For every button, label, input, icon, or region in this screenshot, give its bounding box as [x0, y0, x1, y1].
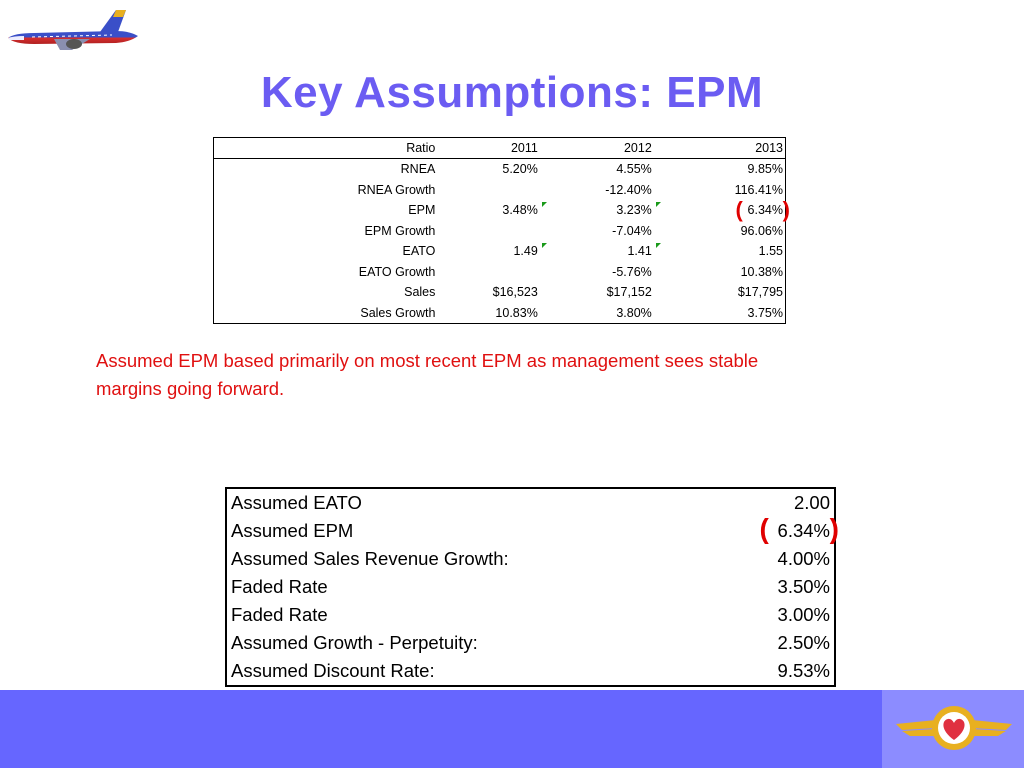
cell-2012: 4.55%: [616, 162, 652, 177]
cell-value: 1.49: [513, 244, 538, 259]
cell-2012: -7.04%: [612, 223, 652, 238]
cell-2011: 10.83%: [495, 305, 538, 320]
table-row: Sales $16,523 $17,152 $17,795: [214, 282, 786, 303]
table-row: EATO 1.49 1.41 1.55: [214, 241, 786, 262]
row-label: EATO Growth: [358, 264, 436, 279]
cell-2013: 3.75%: [747, 305, 783, 320]
row-label: RNEA: [400, 162, 436, 177]
row-label: RNEA Growth: [357, 182, 436, 197]
cell-2012: -5.76%: [612, 264, 652, 279]
row-label: Sales Growth: [360, 305, 436, 320]
row-label: EATO: [402, 244, 436, 259]
table-row: Assumed EATO 2.00: [226, 488, 835, 517]
row-label: EPM: [408, 203, 436, 218]
header-ratio: Ratio: [213, 137, 438, 159]
assumption-label: Assumed Discount Rate:: [231, 660, 435, 681]
row-label: EPM Growth: [364, 223, 436, 238]
cell-2012: 3.23%: [540, 200, 661, 221]
cell-value: 1.41: [627, 244, 652, 259]
assumption-value: 9.53%: [777, 660, 830, 681]
cell-2012: $17,152: [606, 285, 652, 300]
table-row: Faded Rate 3.00%: [226, 601, 835, 629]
cell-2011: 3.48%: [437, 200, 547, 221]
left-paren-icon: (: [735, 197, 743, 223]
assumption-value: 4.00%: [777, 548, 830, 569]
cell-value: 3.23%: [616, 203, 652, 218]
header-2013: 2013: [653, 137, 786, 159]
row-label: Sales: [404, 285, 436, 300]
left-paren-icon: (: [759, 513, 769, 544]
assumption-label: Assumed Sales Revenue Growth:: [231, 548, 509, 569]
highlight: (6.34%): [736, 197, 790, 222]
cell-2013: 9.85%: [747, 162, 783, 177]
assumption-value: 2.00: [793, 492, 830, 513]
table-row: Assumed Discount Rate: 9.53%: [226, 657, 835, 686]
cell-2012: 1.41: [540, 241, 661, 262]
ratio-table-header: Ratio 2011 2012 2013: [213, 137, 786, 159]
cell-value: 6.34%: [777, 520, 830, 541]
cell-2013: $17,795: [737, 285, 783, 300]
southwest-wings-logo-icon: [896, 706, 1012, 750]
logo-panel: [882, 690, 1024, 768]
cell-2011: [437, 262, 539, 283]
table-row: Assumed Sales Revenue Growth: 4.00%: [226, 545, 835, 573]
table-row: RNEA 5.20% 4.55% 9.85%: [214, 159, 786, 180]
right-paren-icon: ): [829, 513, 839, 544]
assumption-label: Assumed Growth - Perpetuity:: [231, 632, 478, 653]
table-row: EATO Growth -5.76% 10.38%: [214, 262, 786, 283]
cell-value: 3.48%: [502, 203, 538, 218]
cell-2011: 5.20%: [502, 162, 538, 177]
highlight: (6.34%): [760, 513, 839, 544]
cell-2012: -12.40%: [605, 182, 652, 197]
table-row: Faded Rate 3.50%: [226, 573, 835, 601]
cell-2012: 3.80%: [616, 305, 652, 320]
cell-2011: $16,523: [492, 285, 538, 300]
comment-marker-icon: [541, 243, 547, 248]
header-2011: 2011: [437, 137, 540, 159]
assumption-label: Faded Rate: [231, 576, 328, 597]
table-row: Assumed EPM (6.34%): [226, 513, 839, 545]
assumption-note: Assumed EPM based primarily on most rece…: [96, 350, 759, 399]
cell-2013: 96.06%: [740, 223, 783, 238]
table-row: EPM 3.48% 3.23% (6.34%): [214, 197, 790, 222]
assumption-label: Assumed EATO: [231, 492, 362, 513]
table-row: Sales Growth 10.83% 3.80% 3.75%: [214, 303, 786, 324]
assumption-value-highlighted: (6.34%): [727, 513, 839, 545]
assumption-label: Faded Rate: [231, 604, 328, 625]
cell-2011: [437, 180, 539, 201]
comment-marker-icon: [541, 202, 547, 207]
header-2012: 2012: [539, 137, 654, 159]
cell-2013: 1.55: [758, 244, 783, 259]
right-paren-icon: ): [782, 197, 790, 223]
assumption-value: 3.00%: [777, 604, 830, 625]
cell-2011: 1.49: [437, 241, 547, 262]
cell-2011: [437, 221, 539, 242]
assumption-value: 2.50%: [777, 632, 830, 653]
table-row: EPM Growth -7.04% 96.06%: [214, 221, 786, 242]
cell-2013: 10.38%: [740, 264, 783, 279]
comment-marker-icon: [655, 202, 661, 207]
slide-title: Key Assumptions: EPM: [260, 68, 764, 117]
cell-2013-highlighted: (6.34%): [654, 197, 790, 222]
footer-bar: [0, 690, 1024, 768]
assumption-value: 3.50%: [777, 576, 830, 597]
assumptions-table: Assumed EATO 2.00 Assumed EPM (6.34%) As…: [225, 487, 839, 687]
ratio-table: Ratio 2011 2012 2013 RNEA 5.20% 4.55% 9.…: [213, 137, 790, 324]
table-row: Assumed Growth - Perpetuity: 2.50%: [226, 629, 835, 657]
cell-2013: 116.41%: [734, 182, 783, 197]
table-row: RNEA Growth -12.40% 116.41%: [214, 180, 786, 201]
cell-value: 6.34%: [747, 203, 783, 218]
comment-marker-icon: [655, 243, 661, 248]
assumption-label: Assumed EPM: [231, 520, 354, 541]
airplane-icon: [8, 10, 138, 50]
